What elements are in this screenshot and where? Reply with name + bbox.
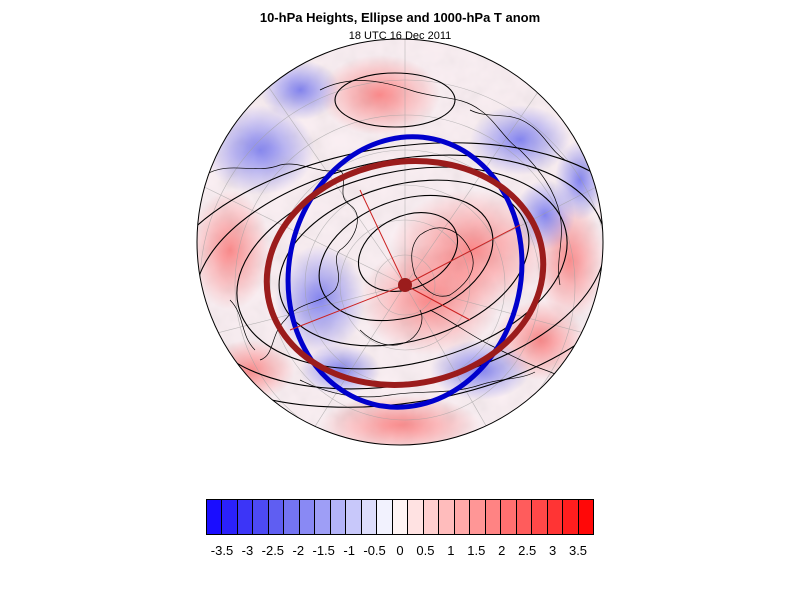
colorbar-cell [485,500,502,534]
colorbar-cell [330,500,347,534]
colorbar-cell [392,500,409,534]
colorbar-cell [470,500,486,534]
colorbar-cell [454,500,471,534]
colorbar-tick-label: -1 [343,543,355,558]
colorbar-tick-label: 2 [498,543,506,558]
colorbar-labels: -3.5 -3 -2.5 -2 -1.5 -1 -0.5 0 0.5 1 1.5 2 2.5 3 3.5 [206,543,594,561]
colorbar-tick-label: -1.5 [312,543,335,558]
colorbar-tick-label: -2.5 [261,543,285,558]
colorbar-cell [253,500,269,534]
ellipse-center-marker [398,278,412,292]
colorbar-cell [501,500,517,534]
graticule [197,39,603,445]
colorbar-tick-label: -0.5 [363,543,386,558]
colorbar-cell [516,500,533,534]
colorbar-tick-label: 3.5 [568,543,588,558]
colorbar-tick-label: 1.5 [467,543,486,558]
anomaly-field [197,39,603,445]
colorbar-cell [346,500,362,534]
colorbar-tick-label: 2.5 [518,543,537,558]
colorbar-cell [439,500,455,534]
colorbar-tick-label: -3.5 [210,543,234,558]
colorbar-cell [532,500,548,534]
colorbar-cell [377,500,393,534]
colorbar-tick-label: 1 [447,543,455,558]
colorbar-cell [207,500,223,534]
colorbar-cell [408,500,424,534]
colorbar-cell [222,500,238,534]
ellipse-axes [289,189,521,331]
colorbar-cell [423,500,440,534]
colorbar-tick-label: 3 [548,543,557,558]
colorbar-tick-label: -3 [241,543,254,558]
colorbar-cell [563,500,579,534]
colorbar-tick-label: -2 [292,543,305,558]
colorbar-cell [284,500,300,534]
colorbar [206,499,594,535]
colorbar-cell [268,500,285,534]
colorbar-cell [299,500,316,534]
colorbar-cell [547,500,564,534]
colorbar-tick-label: 0.5 [416,543,435,558]
colorbar-cell [237,500,254,534]
map-subtitle: 18 UTC 16 Dec 2011 [348,30,452,42]
vortex-ellipse-outline [263,158,547,388]
colorbar-cell [578,500,594,534]
colorbar-tick-label: 0 [396,543,404,558]
colorbar-cell [361,500,378,534]
globe-outline [196,38,604,446]
map-title: 10-hPa Heights, Ellipse and 1000-hPa T a… [259,10,541,25]
colorbar-cell [315,500,331,534]
vortex-ellipse-blue [285,134,525,410]
